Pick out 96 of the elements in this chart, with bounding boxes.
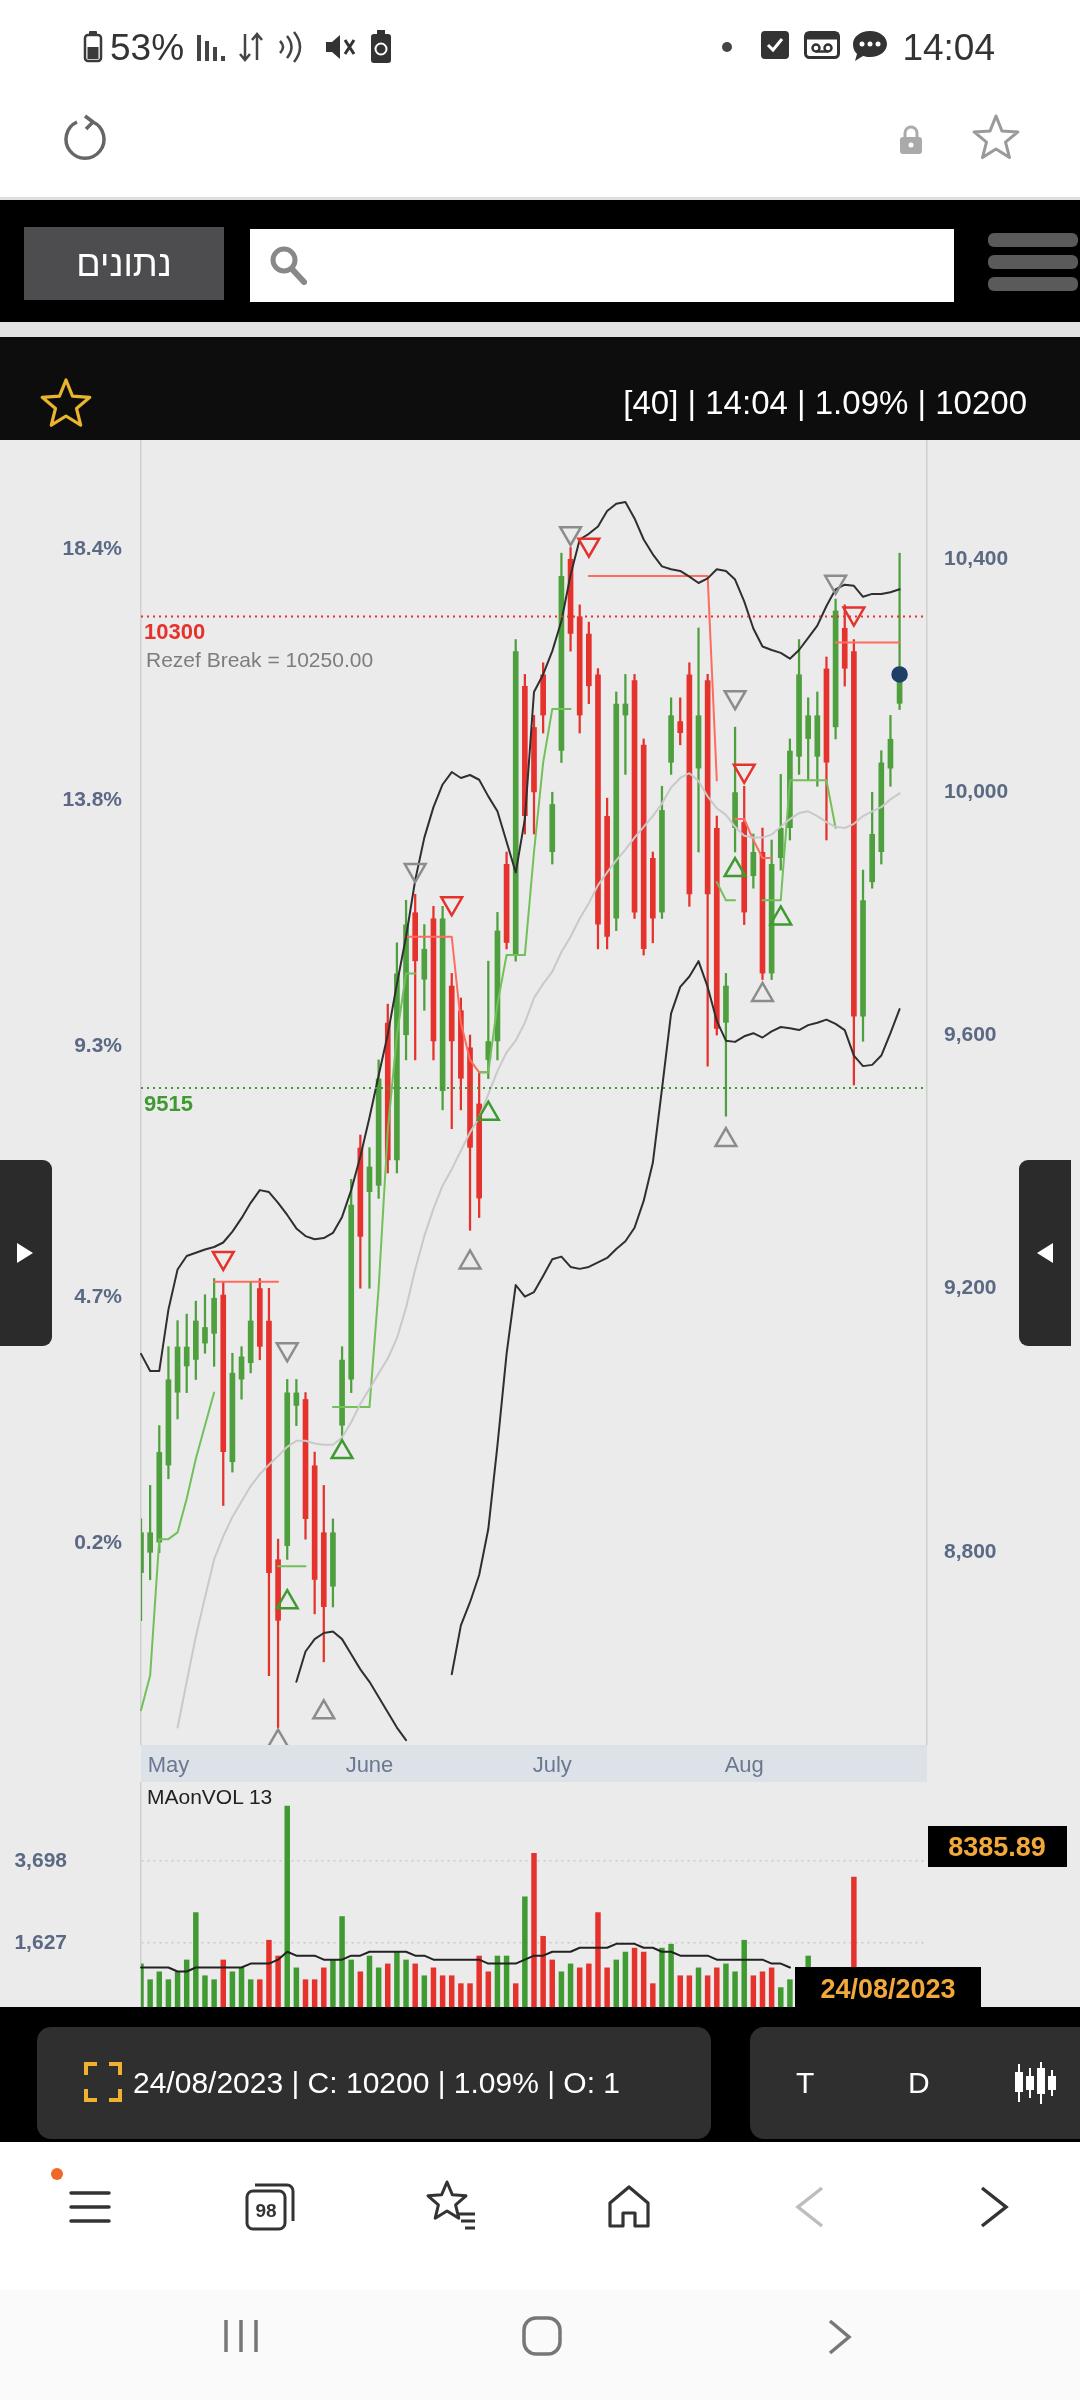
- text: MAonVOL 13: [147, 1785, 273, 1809]
- bar: [540, 1935, 546, 2007]
- bar: [311, 1979, 318, 2007]
- y2-tick-label: 13.8%: [62, 787, 123, 811]
- bar: [622, 1951, 629, 2007]
- bar: [586, 1963, 592, 2007]
- bar: [394, 1951, 400, 2007]
- bar: [257, 1979, 263, 2007]
- x-tick-label: May: [147, 1752, 190, 1778]
- bar: [284, 1805, 290, 2007]
- bar: [640, 1951, 647, 2007]
- bar: [430, 1967, 437, 2007]
- text: 8385.89: [948, 1831, 1046, 1862]
- y2-tick-label: 0.2%: [74, 1529, 123, 1553]
- bar: [421, 1975, 428, 2007]
- bar: [156, 1971, 163, 2007]
- annotation: Rezef Break = 10250.00: [146, 647, 374, 671]
- y-tick-label: 10,400: [944, 545, 1009, 569]
- bar: [522, 1896, 528, 2007]
- bar: [366, 1955, 373, 2007]
- bar: [787, 1979, 793, 2007]
- bar: [750, 1975, 757, 2007]
- bar: [485, 1971, 492, 2007]
- bar: [458, 1983, 464, 2007]
- bar: [576, 1967, 583, 2007]
- bar: [704, 1975, 711, 2007]
- bar: [741, 1939, 747, 2007]
- bar: [174, 1971, 181, 2007]
- text: T: [796, 2066, 815, 2099]
- bar: [714, 1967, 720, 2007]
- bar: [147, 1979, 153, 2007]
- text: 14:04: [902, 27, 995, 68]
- text: D: [908, 2066, 930, 2099]
- y2-tick-label: 4.7%: [74, 1284, 123, 1308]
- bar: [595, 1912, 601, 2007]
- bar: [385, 1963, 391, 2007]
- y-tick-label: 1,627: [14, 1929, 67, 1953]
- bar: [375, 1967, 382, 2007]
- bar: [202, 1975, 208, 2007]
- bar: [512, 1983, 519, 2007]
- bar: [686, 1975, 693, 2007]
- text: 98: [255, 2199, 277, 2221]
- bar: [613, 1959, 619, 2007]
- bar: [348, 1959, 354, 2007]
- bar: [567, 1963, 574, 2007]
- text: 53%: [110, 27, 185, 68]
- bar: [165, 1979, 172, 2007]
- y2-tick-label: 18.4%: [62, 536, 123, 559]
- ref-line-label: 9515: [144, 1091, 193, 1117]
- bar: [476, 1955, 482, 2007]
- bar: [211, 1979, 217, 2007]
- bar: [768, 1967, 775, 2007]
- bar: [229, 1971, 236, 2007]
- bar: [449, 1975, 455, 2007]
- bar: [193, 1912, 199, 2007]
- bar: [321, 1967, 327, 2007]
- bar: [330, 1959, 336, 2007]
- bar: [339, 1916, 345, 2007]
- bar: [302, 1979, 309, 2007]
- y-tick-label: 10,000: [944, 779, 1009, 803]
- bar: [668, 1943, 674, 2007]
- bar: [695, 1967, 702, 2007]
- bar: [650, 1983, 656, 2007]
- bar: [604, 1967, 610, 2007]
- bar: [467, 1983, 473, 2007]
- bar: [677, 1975, 683, 2007]
- bar: [293, 1967, 300, 2007]
- y-tick-label: 3,698: [14, 1847, 68, 1871]
- bar: [558, 1971, 565, 2007]
- y-tick-label: 8,800: [944, 1539, 997, 1563]
- bar: [759, 1971, 766, 2007]
- bar: [778, 1987, 784, 2007]
- bar: [723, 1963, 729, 2007]
- ref-line-label: 10300: [144, 619, 206, 645]
- chart-title: [40] | 14:04 | 1.09% | 10200: [623, 384, 1027, 421]
- bar: [549, 1959, 556, 2007]
- x-tick-label: June: [345, 1752, 394, 1778]
- text: 24/08/2023 | C: 10200 | 1.09% | O: 1: [133, 2066, 621, 2099]
- bar: [631, 1947, 638, 2007]
- bar: [403, 1959, 409, 2007]
- x-tick-label: July: [532, 1752, 572, 1778]
- y-tick-label: 9,600: [944, 1021, 997, 1045]
- y2-tick-label: 9.3%: [74, 1032, 123, 1056]
- bar: [357, 1971, 364, 2007]
- bar: [659, 1947, 665, 2007]
- bar: [247, 1979, 254, 2007]
- bar: [732, 1971, 738, 2007]
- text: נתונים: [76, 243, 172, 284]
- bar: [266, 1939, 272, 2007]
- bar: [439, 1975, 446, 2007]
- bar: [531, 1853, 537, 2007]
- annotation: 24/08/2023: [820, 1973, 956, 2004]
- bar: [412, 1963, 418, 2007]
- y-tick-label: 9,200: [944, 1275, 997, 1299]
- x-tick-label: Aug: [724, 1752, 764, 1778]
- bar: [275, 1955, 281, 2007]
